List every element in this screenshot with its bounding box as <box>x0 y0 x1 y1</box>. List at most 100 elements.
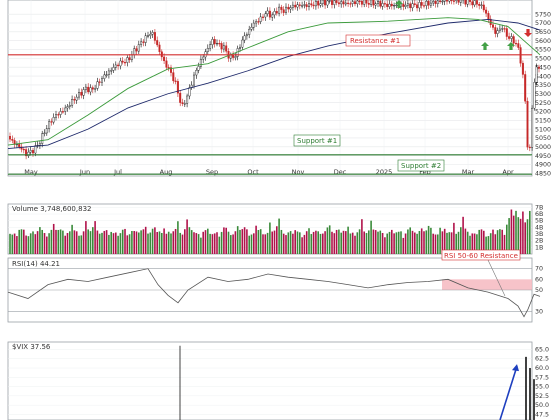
candle-body <box>34 145 37 154</box>
candle-body <box>248 28 251 35</box>
candle-body <box>439 0 442 2</box>
candle-body <box>278 6 281 14</box>
candle-body <box>48 121 51 129</box>
volume-bar <box>400 231 402 254</box>
candle-body <box>252 22 255 28</box>
x-tick-label: Jul <box>113 168 122 176</box>
price-tick-label: 5200 <box>535 109 551 116</box>
volume-bar <box>354 235 356 254</box>
candle-body <box>59 111 62 115</box>
candle-body <box>515 42 518 45</box>
volume-bar <box>69 231 71 254</box>
candle-body <box>82 89 85 96</box>
volume-bar <box>515 210 517 254</box>
candle-body <box>319 3 322 6</box>
candle-body <box>135 48 138 52</box>
candle-body <box>80 92 83 96</box>
price-tick-label: 4850 <box>535 171 551 178</box>
price-tick-label: 5250 <box>535 100 551 107</box>
rsi-label: RSI(14) 44.21 <box>12 260 60 268</box>
candle-body <box>262 16 265 18</box>
volume-bar <box>402 237 405 254</box>
volume-bar <box>483 230 485 254</box>
volume-bar <box>105 230 108 254</box>
candle-body <box>455 0 458 1</box>
volume-bar <box>64 235 66 254</box>
candle-body <box>126 57 129 63</box>
volume-bar <box>27 236 30 254</box>
candle-body <box>137 44 140 52</box>
candle-body <box>94 88 97 90</box>
volume-bar <box>62 230 64 254</box>
candle-body <box>528 146 531 149</box>
vix-line: 65.0 62.5 60.0 57.5 55.0 52.5 50.0 47.5 <box>8 345 549 420</box>
candle-body <box>377 1 380 4</box>
volume-bar <box>340 232 342 254</box>
volume-bar <box>220 231 223 254</box>
volume-bar <box>103 230 106 254</box>
volume-bar <box>448 232 451 254</box>
volume-tick-label: 5B <box>535 218 543 225</box>
x-tick-label: Dec <box>334 168 347 176</box>
support2-label-box: Support #2 <box>397 159 445 172</box>
volume-bar <box>41 229 43 254</box>
vix-tick-label: 60.0 <box>535 365 549 372</box>
candle-body <box>165 60 168 68</box>
candle-body <box>71 99 74 106</box>
volume-bar <box>374 230 377 254</box>
candle-body <box>123 62 126 64</box>
price-x-ticks: May Jun Jul Aug Sep Oct Nov Dec 2025 Feb Mar Apr <box>24 168 514 176</box>
volume-bar <box>462 216 464 254</box>
volume-bar <box>250 234 253 254</box>
candle-body <box>349 3 352 5</box>
volume-bar <box>453 222 455 254</box>
volume-tick-label: 3B <box>535 231 543 238</box>
candle-body <box>121 60 124 63</box>
volume-bar <box>280 229 283 254</box>
volume-bar <box>305 231 308 254</box>
volume-bar <box>161 233 163 254</box>
candle-body <box>149 33 152 36</box>
volume-bar <box>522 211 524 254</box>
candle-body <box>450 0 453 1</box>
candle-body <box>75 96 78 101</box>
volume-bar <box>43 233 46 254</box>
price-tick-label: 4900 <box>535 162 551 169</box>
volume-bar <box>59 229 62 254</box>
candle-body <box>386 3 389 7</box>
candle-body <box>103 74 106 79</box>
volume-bar <box>464 228 467 254</box>
volume-bar <box>349 233 352 254</box>
price-tick-label: 5600 <box>535 38 551 45</box>
candle-body <box>43 132 46 134</box>
volume-bar <box>193 232 195 254</box>
candle-body <box>356 0 359 5</box>
candle-body <box>264 13 267 18</box>
price-tick-label: 5550 <box>535 47 551 54</box>
candle-body <box>117 64 120 67</box>
candle-body <box>107 70 110 75</box>
volume-bar <box>473 233 476 254</box>
candle-body <box>524 74 527 102</box>
candle-body <box>413 3 416 5</box>
volume-bar <box>144 226 147 254</box>
x-tick-label: Feb <box>419 168 431 176</box>
candle-body <box>494 27 497 34</box>
candle-body <box>317 1 320 6</box>
volume-bar <box>253 233 255 254</box>
volume-bar <box>460 227 462 254</box>
candle-body <box>301 5 304 7</box>
candle-body <box>287 6 290 10</box>
candle-body <box>96 81 99 89</box>
volume-bar <box>117 235 119 254</box>
price-tick-label: 5350 <box>535 82 551 89</box>
volume-bar <box>124 228 126 254</box>
volume-bar <box>476 234 478 254</box>
candle-body <box>27 151 30 157</box>
candle-body <box>128 57 131 61</box>
volume-bar <box>138 232 140 254</box>
volume-bar <box>57 229 60 254</box>
candle-body <box>105 74 108 76</box>
candle-body <box>471 1 474 6</box>
